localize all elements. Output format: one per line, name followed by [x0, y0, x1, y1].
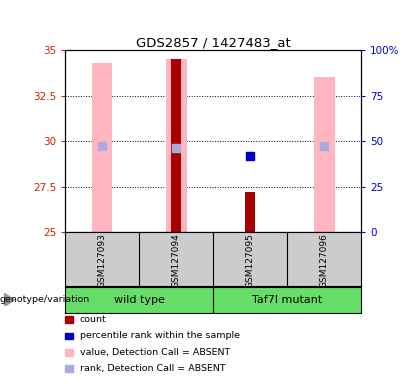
Text: Taf7l mutant: Taf7l mutant [252, 295, 322, 305]
Bar [65, 349, 73, 356]
Bar [65, 316, 73, 323]
Title: GDS2857 / 1427483_at: GDS2857 / 1427483_at [136, 36, 291, 49]
Bar [65, 365, 73, 372]
Point [173, 144, 179, 151]
Text: genotype/variation: genotype/variation [0, 295, 90, 305]
Point [99, 142, 105, 149]
Text: GSM127093: GSM127093 [97, 233, 107, 288]
Text: wild type: wild type [114, 295, 165, 305]
Point [247, 153, 254, 159]
Bar [314, 77, 335, 232]
Bar [92, 63, 113, 232]
Text: GSM127094: GSM127094 [172, 233, 181, 288]
Bar [166, 59, 186, 232]
Bar [65, 333, 73, 339]
Bar [171, 59, 181, 232]
Text: count: count [80, 315, 107, 324]
Bar [245, 192, 255, 232]
Text: GSM127095: GSM127095 [246, 233, 255, 288]
Text: value, Detection Call = ABSENT: value, Detection Call = ABSENT [80, 348, 230, 357]
Text: GSM127096: GSM127096 [320, 233, 329, 288]
Text: rank, Detection Call = ABSENT: rank, Detection Call = ABSENT [80, 364, 226, 373]
Polygon shape [4, 293, 15, 306]
Text: percentile rank within the sample: percentile rank within the sample [80, 331, 240, 341]
Point [321, 142, 328, 149]
